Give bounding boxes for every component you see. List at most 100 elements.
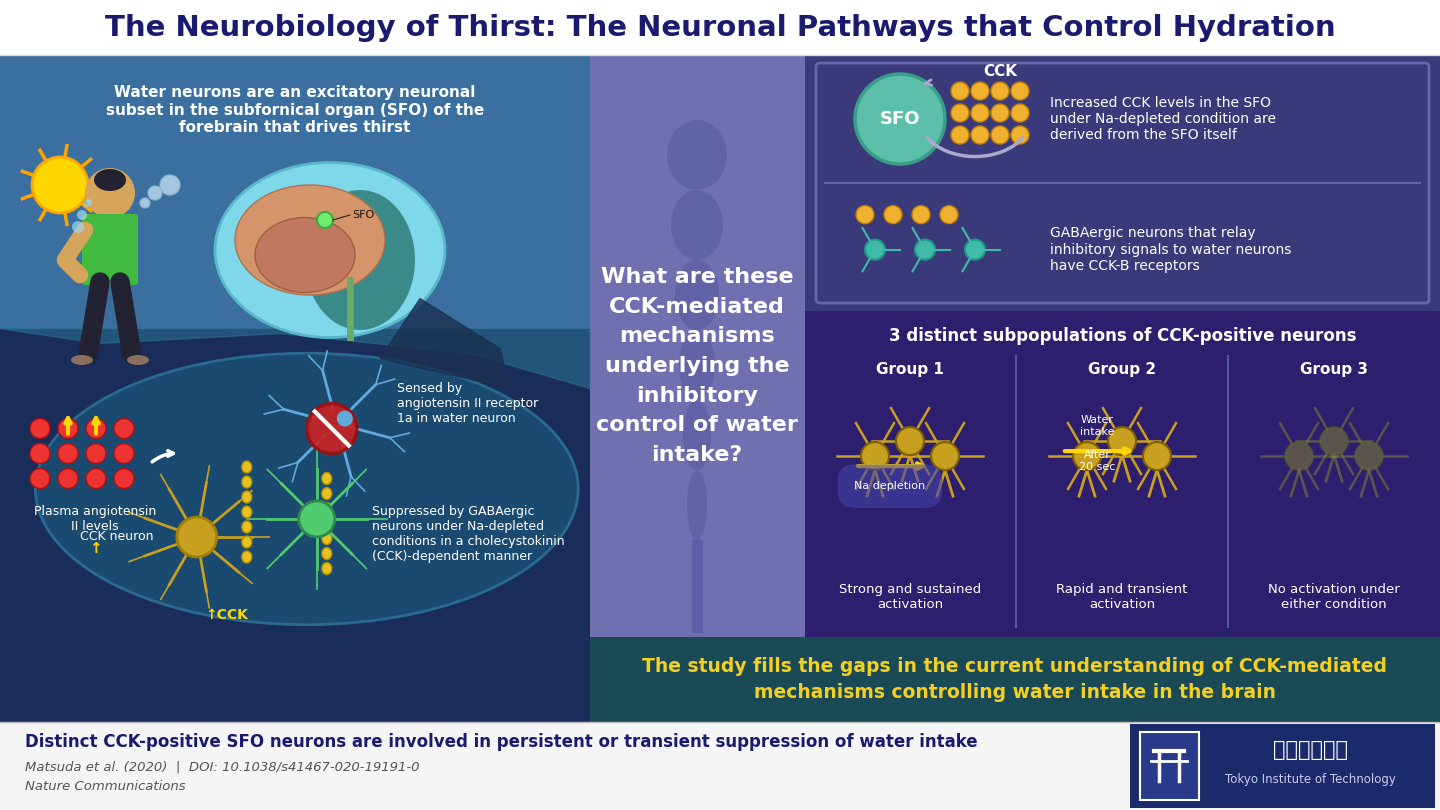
Circle shape [855, 206, 874, 224]
FancyBboxPatch shape [0, 329, 590, 637]
Circle shape [1284, 442, 1313, 470]
Circle shape [317, 212, 333, 228]
Ellipse shape [321, 532, 331, 544]
Ellipse shape [215, 163, 445, 338]
Circle shape [914, 240, 935, 260]
Circle shape [30, 419, 50, 438]
Ellipse shape [305, 190, 415, 330]
Text: Suppressed by GABAergic
neurons under Na-depleted
conditions in a cholecystokini: Suppressed by GABAergic neurons under Na… [372, 505, 564, 563]
Text: SFO: SFO [880, 110, 920, 128]
Circle shape [950, 126, 969, 144]
Circle shape [1143, 442, 1171, 470]
Circle shape [148, 186, 161, 200]
Circle shape [300, 501, 334, 537]
Text: After
20 sec: After 20 sec [1079, 450, 1115, 472]
Text: Plasma angiotensin
II levels: Plasma angiotensin II levels [35, 505, 156, 532]
Circle shape [1011, 126, 1030, 144]
Text: CCK: CCK [984, 63, 1017, 79]
Circle shape [32, 157, 88, 213]
Ellipse shape [680, 330, 716, 400]
Ellipse shape [683, 400, 711, 470]
Ellipse shape [242, 521, 252, 533]
Circle shape [950, 104, 969, 122]
Ellipse shape [242, 536, 252, 548]
Text: Sensed by
angiotensin II receptor
1a in water neuron: Sensed by angiotensin II receptor 1a in … [397, 382, 539, 425]
Text: The Neurobiology of Thirst: The Neuronal Pathways that Control Hydration: The Neurobiology of Thirst: The Neuronal… [105, 14, 1335, 41]
Circle shape [940, 206, 958, 224]
Polygon shape [380, 299, 510, 389]
FancyBboxPatch shape [590, 55, 805, 637]
Ellipse shape [242, 476, 252, 488]
Text: ↑CCK: ↑CCK [206, 608, 248, 622]
Text: Tokyo Institute of Technology: Tokyo Institute of Technology [1224, 774, 1395, 787]
Text: 東京工業大学: 東京工業大学 [1273, 740, 1348, 760]
Circle shape [160, 175, 180, 195]
Circle shape [1320, 427, 1348, 455]
Ellipse shape [321, 518, 331, 530]
Circle shape [950, 82, 969, 100]
Circle shape [86, 468, 107, 488]
Circle shape [991, 82, 1009, 100]
Text: ↑: ↑ [89, 541, 101, 556]
Text: What are these
CCK-mediated
mechanisms
underlying the
inhibitory
control of wate: What are these CCK-mediated mechanisms u… [596, 267, 798, 465]
Ellipse shape [671, 190, 723, 260]
Ellipse shape [127, 355, 148, 365]
Text: Nature Communications: Nature Communications [24, 781, 186, 794]
FancyBboxPatch shape [1130, 724, 1436, 808]
Circle shape [1073, 442, 1102, 470]
FancyBboxPatch shape [0, 722, 1440, 810]
Circle shape [884, 206, 901, 224]
Text: Group 2: Group 2 [1089, 361, 1156, 377]
Text: 3 distinct subpopulations of CCK-positive neurons: 3 distinct subpopulations of CCK-positiv… [888, 327, 1356, 345]
Circle shape [114, 419, 134, 438]
Text: Increased CCK levels in the SFO
under Na-depleted condition are
derived from the: Increased CCK levels in the SFO under Na… [1050, 96, 1276, 143]
Circle shape [971, 126, 989, 144]
Circle shape [1011, 104, 1030, 122]
Ellipse shape [94, 169, 127, 191]
Ellipse shape [667, 120, 727, 190]
Circle shape [58, 468, 78, 488]
Circle shape [865, 240, 886, 260]
Text: Group 3: Group 3 [1300, 361, 1368, 377]
Text: The study fills the gaps in the current understanding of CCK-mediated
mechanisms: The study fills the gaps in the current … [642, 657, 1388, 702]
Circle shape [85, 168, 135, 218]
FancyBboxPatch shape [805, 55, 1440, 311]
Circle shape [114, 468, 134, 488]
Circle shape [912, 206, 930, 224]
Circle shape [861, 442, 888, 470]
Circle shape [140, 198, 150, 208]
Circle shape [86, 419, 107, 438]
Circle shape [58, 444, 78, 463]
Text: Matsuda et al. (2020)  |  DOI: 10.1038/s41467-020-19191-0: Matsuda et al. (2020) | DOI: 10.1038/s41… [24, 761, 419, 774]
Ellipse shape [321, 472, 331, 484]
Circle shape [84, 199, 92, 207]
Text: SFO: SFO [351, 210, 374, 220]
FancyBboxPatch shape [0, 55, 590, 329]
Circle shape [76, 210, 86, 220]
Circle shape [114, 444, 134, 463]
FancyBboxPatch shape [82, 214, 138, 285]
FancyBboxPatch shape [805, 311, 1440, 637]
Text: Group 1: Group 1 [876, 361, 945, 377]
Circle shape [855, 74, 945, 164]
Polygon shape [0, 329, 590, 389]
Ellipse shape [321, 488, 331, 500]
Text: Water
intake: Water intake [1080, 416, 1115, 437]
Circle shape [1355, 442, 1382, 470]
Text: CCK neuron: CCK neuron [81, 531, 154, 544]
Circle shape [896, 427, 924, 455]
Circle shape [932, 442, 959, 470]
Ellipse shape [36, 353, 579, 625]
Circle shape [177, 517, 217, 557]
Circle shape [1107, 427, 1136, 455]
Text: Na depletion: Na depletion [854, 481, 926, 491]
Text: Rapid and transient
activation: Rapid and transient activation [1057, 583, 1188, 611]
FancyBboxPatch shape [590, 637, 1440, 722]
Ellipse shape [687, 470, 707, 540]
Ellipse shape [71, 355, 94, 365]
Ellipse shape [675, 260, 719, 330]
Ellipse shape [321, 502, 331, 514]
Text: GABAergic neurons that relay
inhibitory signals to water neurons
have CCK-B rece: GABAergic neurons that relay inhibitory … [1050, 227, 1292, 273]
Text: Distinct CCK-positive SFO neurons are involved in persistent or transient suppre: Distinct CCK-positive SFO neurons are in… [24, 733, 978, 751]
FancyBboxPatch shape [1140, 732, 1200, 800]
